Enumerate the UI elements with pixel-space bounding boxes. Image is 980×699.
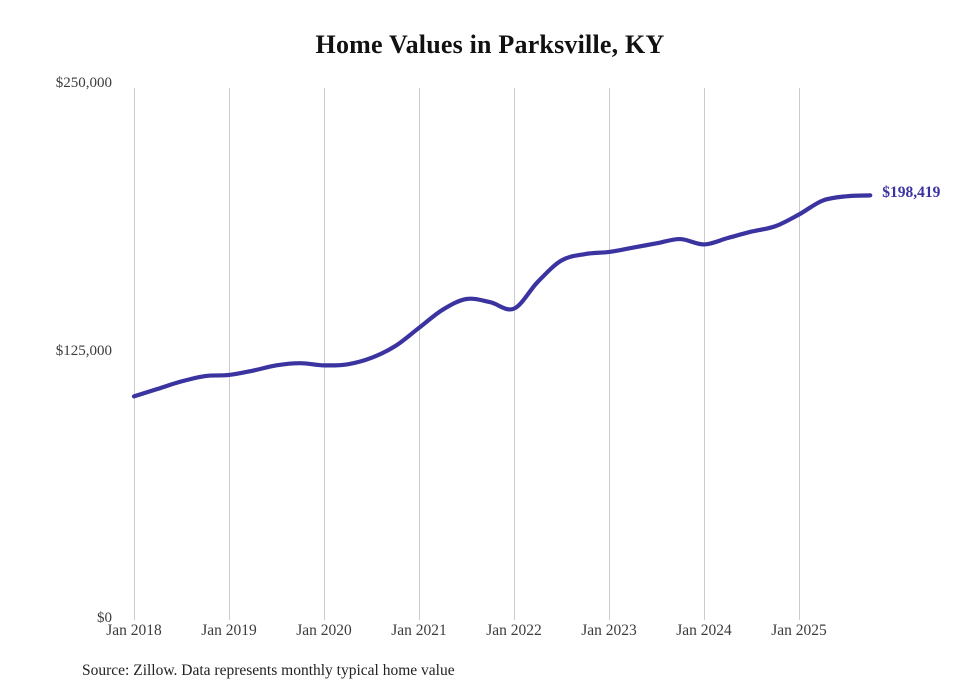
x-tick-label: Jan 2019 bbox=[201, 622, 257, 639]
x-tick-label: Jan 2020 bbox=[296, 622, 352, 639]
gridline-jan-2022 bbox=[514, 88, 515, 620]
x-tick-label: Jan 2021 bbox=[391, 622, 447, 639]
series-line-svg bbox=[131, 193, 873, 399]
x-tick-label: Jan 2022 bbox=[486, 622, 542, 639]
end-value-label: $198,419 bbox=[882, 184, 941, 202]
x-tick-label: Jan 2024 bbox=[676, 622, 732, 639]
source-note: Source: Zillow. Data represents monthly … bbox=[82, 662, 455, 679]
y-tick-label: $125,000 bbox=[55, 342, 112, 359]
gridline-jan-2023 bbox=[609, 88, 610, 620]
x-tick-label: Jan 2023 bbox=[581, 622, 637, 639]
x-tick-label: Jan 2018 bbox=[106, 622, 162, 639]
chart-title: Home Values in Parksville, KY bbox=[315, 30, 665, 59]
y-tick-label: $0 bbox=[97, 610, 112, 626]
gridline-jan-2018 bbox=[134, 88, 135, 620]
y-tick-label: $250,000 bbox=[55, 75, 112, 91]
gridline-jan-2024 bbox=[704, 88, 705, 620]
plot-area bbox=[131, 88, 873, 620]
series-line-typical-home-value bbox=[131, 193, 873, 399]
y-axis-tick-labels: $0 $125,000 $250,000 bbox=[0, 0, 112, 640]
gridline-jan-2020 bbox=[324, 88, 325, 620]
gridline-jan-2019 bbox=[229, 88, 230, 620]
x-tick-label: Jan 2025 bbox=[771, 622, 827, 639]
gridline-jan-2025 bbox=[799, 88, 800, 620]
gridline-jan-2021 bbox=[419, 88, 420, 620]
